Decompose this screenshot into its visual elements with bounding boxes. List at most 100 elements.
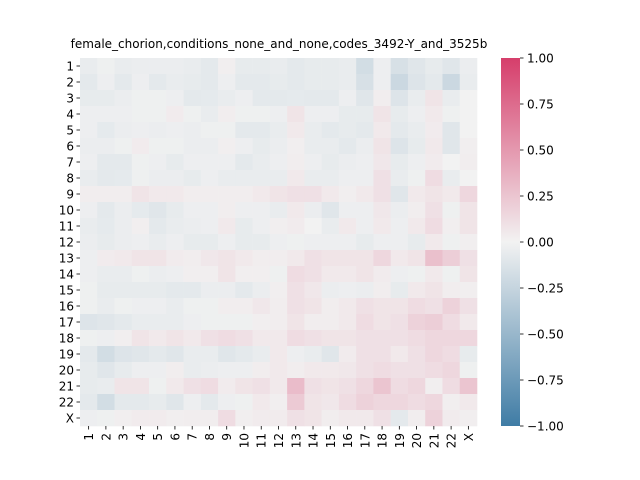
heatmap-cell [97,234,115,251]
heatmap-cell [131,378,150,395]
heatmap-cell [390,218,409,235]
heatmap-cell [218,410,236,427]
heatmap-cell [114,266,133,283]
heatmap-cell [407,346,426,363]
heatmap-cell [235,346,253,363]
heatmap-cell [235,362,253,379]
heatmap-cell [97,346,115,363]
row-label: 11 [59,220,74,234]
heatmap-cell [459,186,478,203]
heatmap-cell [356,154,374,171]
heatmap-cell [183,250,202,267]
heatmap-cell [235,138,253,155]
heatmap-cell [442,122,461,139]
heatmap-cell [407,202,426,219]
heatmap-cell [131,218,150,235]
heatmap-cell [149,186,167,203]
heatmap-cell [407,330,426,347]
heatmap-cell [304,282,322,299]
heatmap-cell [287,74,305,91]
heatmap-cell [80,74,98,91]
heatmap-cell [131,186,150,203]
heatmap-cell [459,314,478,331]
heatmap-cell [338,218,357,235]
heatmap-cell [149,410,167,427]
heatmap-cell [321,58,340,75]
heatmap-cell [459,298,478,315]
heatmap-cell [200,410,219,427]
heatmap-cell [373,170,391,187]
heatmap-cell [373,330,391,347]
heatmap-cell [218,314,236,331]
heatmap-cell [269,234,288,251]
heatmap-cell [356,58,374,75]
heatmap-cell [235,282,253,299]
heatmap-cell [97,250,115,267]
heatmap-cell [356,250,374,267]
heatmap-cell [269,250,288,267]
heatmap-cell [356,314,374,331]
heatmap-cell [149,106,167,123]
heatmap-cell [269,330,288,347]
column-label: 12 [272,433,286,448]
heatmap-cell [338,298,357,315]
heatmap-cell [338,250,357,267]
heatmap-cell [442,202,461,219]
heatmap-cell [235,218,253,235]
heatmap-cell [356,362,374,379]
heatmap-cell [235,90,253,107]
heatmap-cell [304,202,322,219]
heatmap-cell [321,170,340,187]
colorbar-tick-label: 0.25 [527,190,554,204]
heatmap-cell [356,106,374,123]
heatmap-cell [131,90,150,107]
heatmap-cell [149,234,167,251]
heatmap-cell [304,298,322,315]
heatmap-cell [425,234,443,251]
heatmap-cell [373,346,391,363]
heatmap-cell [149,154,167,171]
heatmap-cell [407,106,426,123]
heatmap-cell [235,234,253,251]
heatmap-cell [166,138,184,155]
heatmap-cell [149,298,167,315]
heatmap-cell [200,266,219,283]
heatmap-cell [166,122,184,139]
heatmap-cell [200,330,219,347]
heatmap-cell [287,186,305,203]
heatmap-cell [131,58,150,75]
heatmap-cell [252,186,271,203]
row-label: 20 [59,364,74,378]
column-label: 10 [237,433,251,448]
heatmap-cell [218,74,236,91]
heatmap-cell [252,394,271,411]
heatmap-cell [269,202,288,219]
heatmap-cell [304,314,322,331]
heatmap-cell [287,202,305,219]
heatmap-cell [235,154,253,171]
heatmap-cell [425,250,443,267]
heatmap-cell [442,234,461,251]
heatmap-cell [442,138,461,155]
heatmap-cell [166,186,184,203]
heatmap-cell [114,314,133,331]
heatmap-cell [252,170,271,187]
heatmap-cell [166,378,184,395]
row-label: 10 [59,204,74,218]
colorbar-tick-label: 0.50 [527,144,554,158]
heatmap-cell [407,138,426,155]
heatmap-cell [287,90,305,107]
heatmap-cell [390,394,409,411]
heatmap-cell [425,170,443,187]
heatmap-cell [218,250,236,267]
heatmap-cell [287,138,305,155]
heatmap-cell [425,74,443,91]
heatmap-cell [218,298,236,315]
heatmap-cell [407,234,426,251]
heatmap-cell [252,362,271,379]
heatmap-cell [235,330,253,347]
heatmap-cell [390,234,409,251]
heatmap-cell [166,330,184,347]
heatmap-cell [373,74,391,91]
